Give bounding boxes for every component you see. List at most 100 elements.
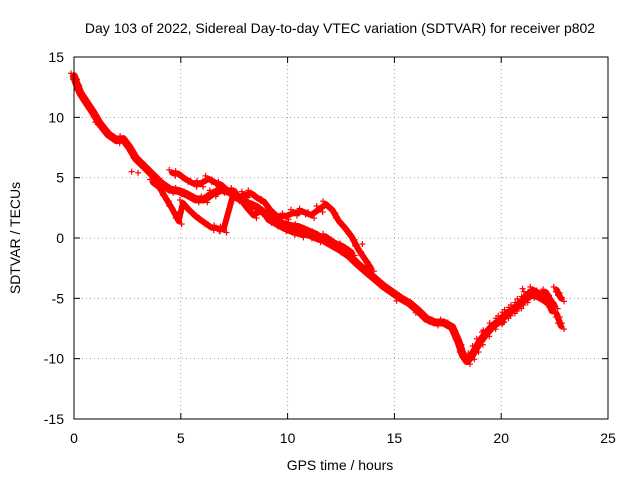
x-tick-label: 10 bbox=[280, 430, 296, 446]
data-point bbox=[215, 178, 222, 185]
series-trace-1 bbox=[169, 169, 374, 272]
data-point bbox=[382, 285, 389, 292]
data-point bbox=[245, 187, 252, 194]
data-point bbox=[172, 215, 179, 222]
data-point bbox=[558, 294, 565, 301]
data-point bbox=[339, 222, 346, 229]
data-point bbox=[351, 236, 358, 243]
data-point bbox=[300, 224, 307, 231]
data-point bbox=[266, 212, 273, 219]
data-point bbox=[110, 134, 117, 141]
data-point bbox=[302, 229, 309, 236]
data-point bbox=[420, 312, 427, 319]
data-point bbox=[377, 280, 384, 287]
data-point bbox=[337, 240, 344, 247]
x-tick-label: 15 bbox=[387, 430, 403, 446]
data-point bbox=[540, 286, 547, 293]
data-point bbox=[478, 329, 485, 336]
data-point bbox=[296, 205, 303, 212]
y-tick-label: 5 bbox=[56, 170, 64, 186]
data-point bbox=[428, 316, 435, 323]
data-point bbox=[208, 176, 215, 183]
data-point bbox=[386, 286, 393, 293]
data-point bbox=[514, 307, 521, 314]
y-tick-label: -5 bbox=[52, 290, 65, 306]
data-point bbox=[552, 314, 559, 321]
data-point bbox=[212, 193, 219, 200]
x-tick-label: 20 bbox=[493, 430, 509, 446]
data-point bbox=[70, 76, 77, 83]
data-point bbox=[412, 309, 419, 316]
data-point bbox=[292, 221, 299, 228]
data-point bbox=[178, 221, 185, 228]
data-point bbox=[270, 210, 277, 217]
data-point bbox=[217, 223, 224, 230]
data-point bbox=[76, 82, 83, 89]
data-point bbox=[255, 204, 262, 211]
data-point bbox=[320, 198, 327, 205]
data-point bbox=[176, 197, 183, 204]
data-point bbox=[411, 304, 418, 311]
data-point bbox=[172, 184, 179, 191]
data-point bbox=[99, 123, 106, 130]
data-point bbox=[211, 222, 218, 229]
data-point bbox=[345, 246, 352, 253]
data-point bbox=[80, 96, 87, 103]
data-point bbox=[92, 119, 99, 126]
data-point bbox=[102, 128, 109, 135]
data-point bbox=[554, 305, 561, 312]
data-point bbox=[285, 216, 292, 223]
data-point bbox=[351, 252, 358, 259]
data-point bbox=[283, 219, 290, 226]
data-point bbox=[153, 181, 160, 188]
data-point bbox=[326, 204, 333, 211]
data-point bbox=[561, 326, 568, 333]
data-point bbox=[172, 168, 179, 175]
data-point bbox=[172, 209, 179, 216]
data-point bbox=[166, 203, 173, 210]
data-point bbox=[204, 199, 211, 206]
data-point bbox=[475, 349, 482, 356]
x-tick-label: 25 bbox=[600, 430, 616, 446]
data-point bbox=[518, 305, 525, 312]
data-point bbox=[268, 217, 275, 224]
data-point bbox=[128, 168, 135, 175]
data-point bbox=[394, 292, 401, 299]
data-series bbox=[70, 72, 564, 366]
data-point bbox=[193, 183, 200, 190]
data-point bbox=[360, 265, 367, 272]
data-point bbox=[403, 297, 410, 304]
data-point bbox=[471, 356, 478, 363]
data-point bbox=[444, 319, 451, 326]
y-tick-label: 15 bbox=[48, 49, 64, 65]
x-axis-label: GPS time / hours bbox=[287, 457, 394, 473]
data-point bbox=[138, 160, 145, 167]
data-point bbox=[117, 133, 124, 140]
data-point bbox=[116, 140, 123, 147]
data-point bbox=[313, 203, 320, 210]
data-point bbox=[244, 194, 251, 201]
data-point bbox=[320, 230, 327, 237]
data-point bbox=[544, 293, 551, 300]
y-tick-label: -15 bbox=[44, 411, 64, 427]
data-point bbox=[555, 292, 562, 299]
data-point bbox=[552, 288, 559, 295]
data-point bbox=[393, 297, 400, 304]
data-point bbox=[183, 204, 190, 211]
data-point bbox=[196, 215, 203, 222]
data-point bbox=[200, 183, 207, 190]
data-point bbox=[452, 335, 459, 342]
axis-ticks bbox=[73, 56, 609, 420]
data-point bbox=[518, 293, 525, 300]
data-point bbox=[288, 206, 295, 213]
data-point bbox=[364, 262, 371, 269]
data-point bbox=[129, 152, 136, 159]
data-point bbox=[294, 228, 301, 235]
data-point bbox=[238, 188, 245, 195]
data-point bbox=[135, 169, 142, 176]
data-point bbox=[508, 301, 515, 308]
data-point bbox=[495, 312, 502, 319]
data-point bbox=[352, 258, 359, 265]
data-point bbox=[194, 177, 201, 184]
